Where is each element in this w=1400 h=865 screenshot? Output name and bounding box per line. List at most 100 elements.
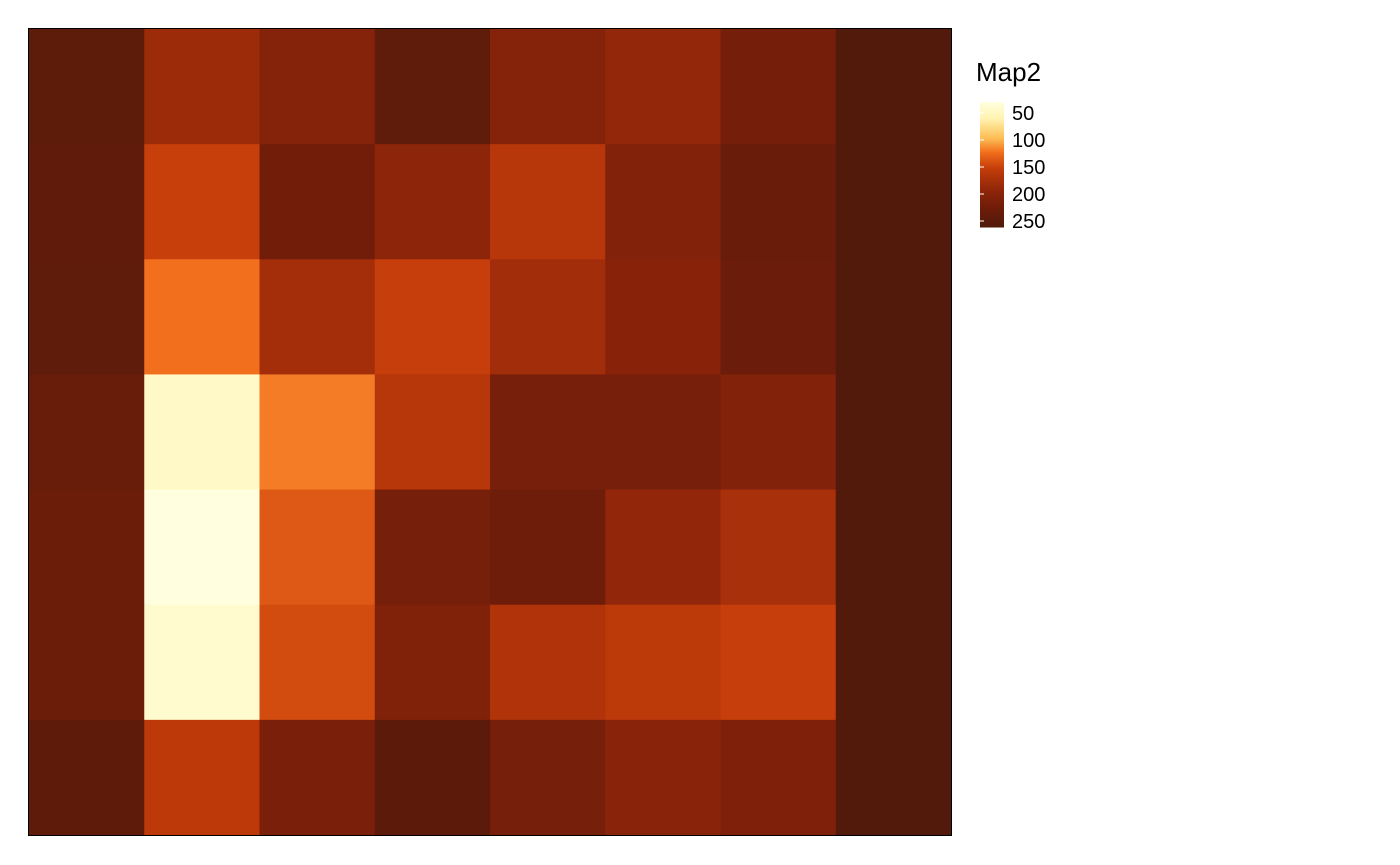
legend-colorbar-segment: [980, 220, 1004, 224]
heatmap-cell-r6-c6: [720, 719, 837, 836]
legend-colorbar-segment: [980, 214, 1004, 218]
legend-colorbar-segment: [980, 224, 1004, 228]
legend-colorbar-segment: [980, 102, 1004, 105]
legend-colorbar-segment: [980, 191, 1004, 195]
legend-colorbar-segment: [980, 193, 1004, 197]
legend-colorbar-segment: [980, 181, 1004, 184]
heatmap-cell-r3-c4: [490, 374, 606, 491]
legend-colorbar-segment: [980, 202, 1004, 205]
legend-colorbar-segment: [980, 160, 1004, 163]
heatmap-cell-r1-c6: [720, 144, 837, 260]
legend-colorbar-segment: [980, 152, 1004, 155]
legend-colorbar-segment: [980, 141, 1004, 145]
heatmap-cell-r2-c5: [605, 259, 722, 376]
heatmap-cell-r2-c0: [29, 259, 145, 376]
heatmap-cell-r4-c4: [490, 489, 606, 606]
heatmap-cell-r5-c1: [144, 604, 261, 721]
heatmap-cells: [29, 29, 952, 836]
legend-colorbar-segment: [980, 116, 1004, 120]
legend-colorbar-segment: [980, 131, 1004, 134]
heatmap-cell-r6-c3: [374, 719, 491, 836]
legend-colorbar-segment: [980, 166, 1004, 170]
heatmap-cell-r1-c5: [605, 144, 722, 260]
heatmap-cell-r6-c1: [144, 719, 261, 836]
heatmap-cell-r1-c1: [144, 144, 261, 260]
heatmap-cell-r3-c2: [259, 374, 376, 491]
heatmap-cell-r5-c5: [605, 604, 722, 721]
legend-colorbar-segment: [980, 108, 1004, 111]
legend-colorbar-segment: [980, 210, 1004, 213]
legend-colorbar-segment: [980, 143, 1004, 147]
legend-colorbar-segment: [980, 112, 1004, 115]
heatmap-cell-r3-c6: [720, 374, 837, 491]
heatmap-cell-r4-c0: [29, 489, 145, 606]
legend-colorbar-segment: [980, 212, 1004, 215]
legend-colorbar-segment: [980, 183, 1004, 186]
legend-colorbar-segment: [980, 114, 1004, 118]
heatmap-cell-r0-c4: [490, 29, 606, 145]
legend-colorbar-segment: [980, 189, 1004, 193]
heatmap-cell-r0-c7: [835, 29, 952, 145]
heatmap-cell-r5-c2: [259, 604, 376, 721]
heatmap-cell-r6-c7: [835, 719, 952, 836]
heatmap-cell-r0-c0: [29, 29, 145, 145]
legend-title: Map2: [976, 57, 1041, 87]
legend-colorbar-segment: [980, 222, 1004, 226]
legend-colorbar-segment: [980, 145, 1004, 149]
heatmap-cell-r0-c6: [720, 29, 837, 145]
legend-colorbar-segment: [980, 137, 1004, 140]
legend-colorbar-segment: [980, 133, 1004, 136]
legend-colorbar-segment: [980, 139, 1004, 143]
heatmap-cell-r5-c6: [720, 604, 837, 721]
legend-colorbar-segment: [980, 195, 1004, 199]
legend-colorbar-segment: [980, 154, 1004, 157]
legend-colorbar-segment: [980, 129, 1004, 132]
heatmap-cell-r4-c7: [835, 489, 952, 606]
heatmap-cell-r3-c5: [605, 374, 722, 491]
heatmap-cell-r1-c7: [835, 144, 952, 260]
legend-colorbar-segment: [980, 104, 1004, 107]
legend-colorbar: [980, 102, 1004, 228]
heatmap-cell-r3-c3: [374, 374, 491, 491]
legend-colorbar-segment: [980, 127, 1004, 130]
heatmap-cell-r2-c7: [835, 259, 952, 376]
legend-colorbar-segment: [980, 110, 1004, 113]
legend-colorbar-segment: [980, 158, 1004, 161]
heatmap-cell-r6-c0: [29, 719, 145, 836]
legend-colorbar-segment: [980, 168, 1004, 172]
legend-tick-label: 150: [1012, 157, 1045, 179]
heatmap-cell-r6-c5: [605, 719, 722, 836]
legend-colorbar-segment: [980, 216, 1004, 220]
legend-colorbar-segment: [980, 206, 1004, 209]
heatmap-cell-r5-c4: [490, 604, 606, 721]
heatmap-cell-r1-c0: [29, 144, 145, 260]
heatmap-cell-r2-c2: [259, 259, 376, 376]
legend-colorbar-segment: [980, 122, 1004, 126]
heatmap-cell-r2-c6: [720, 259, 837, 376]
legend-colorbar-segment: [980, 162, 1004, 165]
legend-colorbar-segment: [980, 164, 1004, 168]
legend-tick-label: 100: [1012, 130, 1045, 152]
heatmap-cell-r5-c7: [835, 604, 952, 721]
legend-colorbar-segment: [980, 147, 1004, 151]
heatmap-cell-r5-c0: [29, 604, 145, 721]
heatmap-cell-r4-c2: [259, 489, 376, 606]
heatmap-cell-r6-c4: [490, 719, 606, 836]
heatmap-cell-r3-c7: [835, 374, 952, 491]
legend-colorbar-segment: [980, 149, 1004, 153]
heatmap-cell-r0-c2: [259, 29, 376, 145]
legend-colorbar-segment: [980, 172, 1004, 176]
legend-colorbar-segment: [980, 124, 1004, 128]
plot-border: [28, 28, 952, 836]
legend-colorbar-segment: [980, 174, 1004, 178]
heatmap-cell-r3-c0: [29, 374, 145, 491]
heatmap-cell-r4-c3: [374, 489, 491, 606]
legend-tick-label: 200: [1012, 184, 1045, 206]
heatmap-cell-r0-c1: [144, 29, 261, 145]
heatmap-cell-r0-c5: [605, 29, 722, 145]
legend-colorbar-segment: [980, 118, 1004, 122]
heatmap-cell-r0-c3: [374, 29, 491, 145]
legend: Map2 50 100 150 200 250: [976, 57, 1045, 233]
heatmap-cell-r4-c1: [144, 489, 261, 606]
